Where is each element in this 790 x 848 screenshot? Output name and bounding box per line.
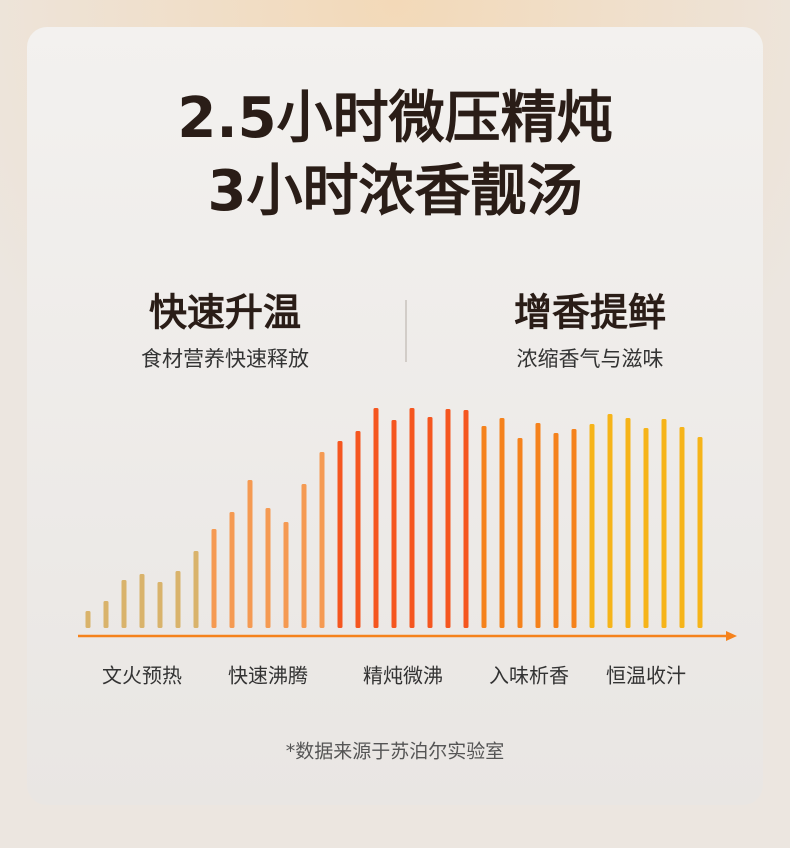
bar <box>193 551 199 628</box>
card <box>27 27 763 805</box>
bar <box>679 427 685 628</box>
footnote: *数据来源于苏泊尔实验室 <box>286 741 505 763</box>
bar <box>157 582 163 628</box>
stage-label: 快速沸腾 <box>228 664 308 688</box>
bar <box>607 414 613 628</box>
bar <box>571 429 577 628</box>
stage-label: 入味析香 <box>489 664 569 688</box>
bar <box>463 410 469 628</box>
bar <box>247 480 253 628</box>
title-line: 3小时浓香靓汤 <box>208 159 583 224</box>
bar <box>553 433 559 628</box>
bar <box>391 420 397 628</box>
bar <box>661 419 667 628</box>
bar <box>121 580 127 628</box>
bar <box>229 512 235 628</box>
feature-subtitle: 浓缩香气与滋味 <box>517 347 664 371</box>
bar <box>265 508 271 628</box>
bar <box>337 441 343 628</box>
bar <box>283 522 289 628</box>
bar <box>175 571 181 628</box>
feature-title: 快速升温 <box>149 291 301 335</box>
bar <box>643 428 649 628</box>
bar <box>355 431 361 628</box>
title-line: 2.5小时微压精炖 <box>177 86 612 151</box>
bar <box>103 601 109 628</box>
bar <box>319 452 325 628</box>
bar <box>85 611 91 628</box>
bar <box>589 424 595 628</box>
bar <box>625 418 631 628</box>
bar <box>517 438 523 628</box>
bar <box>445 409 451 628</box>
bar <box>697 437 703 628</box>
feature-title: 增香提鲜 <box>514 291 666 335</box>
bar <box>499 418 505 628</box>
stage-label: 文火预热 <box>102 664 182 688</box>
bar <box>301 484 307 628</box>
bar <box>211 529 217 628</box>
feature-subtitle: 食材营养快速释放 <box>141 347 309 371</box>
bar <box>535 423 541 628</box>
stage-label: 恒温收汁 <box>606 664 686 688</box>
bar <box>409 408 415 628</box>
bar <box>427 417 433 628</box>
bar <box>481 426 487 628</box>
axis-arrow <box>726 631 737 641</box>
bar <box>139 574 145 628</box>
stage-label: 精炖微沸 <box>363 664 443 688</box>
bar <box>373 408 379 628</box>
